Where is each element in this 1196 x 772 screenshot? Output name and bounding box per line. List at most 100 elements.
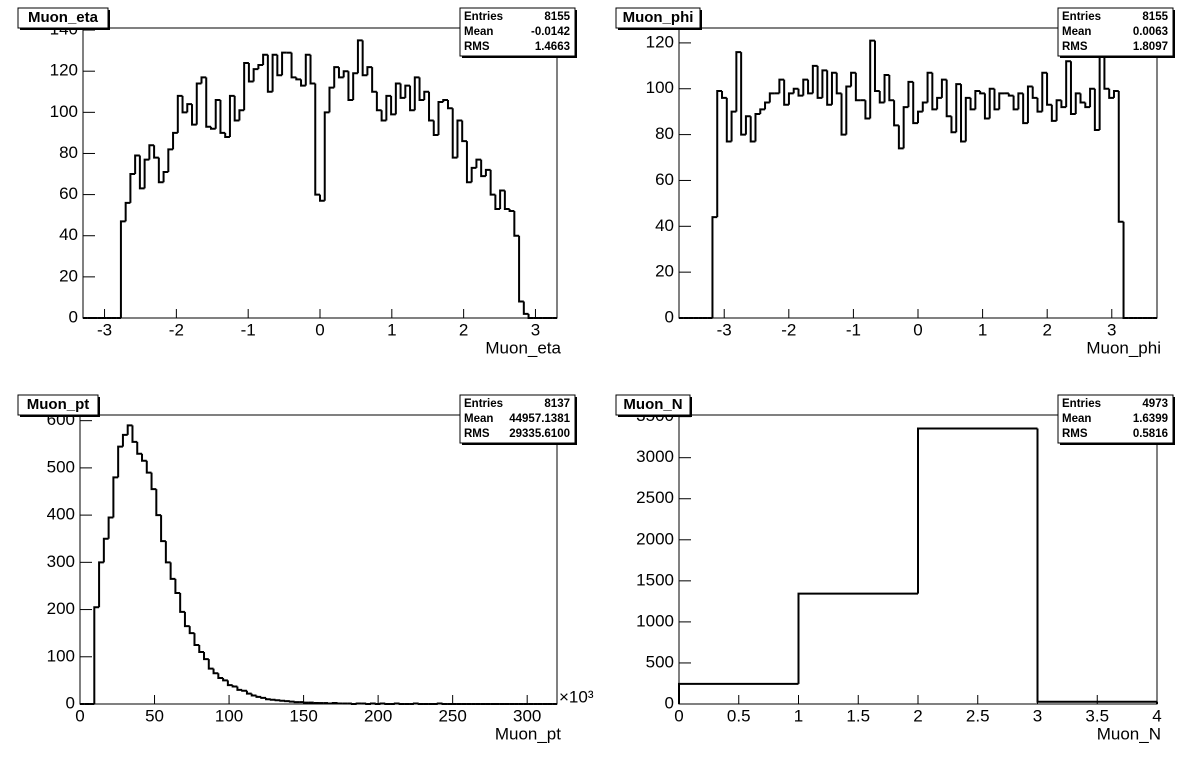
histogram-bin	[764, 101, 770, 110]
x-tick-label: 1	[794, 706, 803, 725]
histogram-bin	[209, 126, 216, 130]
histogram-bin	[873, 40, 880, 93]
histogram-bin	[375, 91, 382, 112]
histogram-bin	[186, 103, 193, 113]
x-tick-label: -3	[717, 320, 732, 339]
x-tick-label: 1	[978, 320, 987, 339]
x-tick-label: 150	[289, 706, 317, 725]
x-axis-title: Muon_eta	[485, 338, 561, 357]
histogram-bin	[744, 115, 751, 135]
histogram-bin	[1026, 85, 1033, 124]
x-tick-label: 0	[75, 706, 84, 725]
histogram-bin	[352, 72, 358, 100]
histogram-title: Muon_pt	[27, 396, 89, 413]
y-tick-label: 100	[47, 646, 75, 665]
histogram-bin	[451, 108, 458, 159]
x-tick-label: -1	[241, 320, 256, 339]
y-tick-label: 20	[655, 262, 674, 281]
y-tick-label: 1500	[636, 570, 674, 589]
x-tick-label: -2	[781, 320, 796, 339]
stats-value: 4973	[1142, 398, 1168, 410]
x-tick-label: 100	[215, 706, 243, 725]
histogram-bin	[1065, 60, 1071, 108]
x-axis-title: Muon_N	[1097, 724, 1161, 743]
histogram-bin	[974, 90, 981, 110]
x-tick-label: -2	[169, 320, 184, 339]
histogram-bin	[1074, 92, 1081, 114]
histogram-bin	[446, 99, 453, 110]
histogram-bin	[252, 68, 259, 82]
histogram-bin	[121, 433, 128, 447]
histogram-bin	[821, 69, 828, 98]
histogram-bin	[172, 131, 178, 150]
histogram-bin	[1031, 86, 1038, 99]
histogram-bin	[323, 111, 330, 201]
histogram-bin	[150, 472, 157, 491]
histogram-bin	[869, 39, 875, 119]
histogram-bin	[262, 53, 268, 66]
histogram-bin	[257, 64, 264, 70]
x-tick-label: -1	[846, 320, 861, 339]
histogram-bin	[328, 86, 335, 113]
title-box	[615, 394, 691, 416]
histogram-bin	[342, 70, 349, 78]
y-tick-label: 2500	[636, 488, 674, 507]
histogram-bin	[802, 78, 809, 96]
y-tick-label: 300	[47, 552, 75, 571]
histogram-bin	[193, 633, 200, 646]
histogram-bin	[107, 516, 114, 539]
histogram-bin	[854, 72, 861, 102]
y-tick-label: 200	[47, 599, 75, 618]
histogram-bin	[1046, 72, 1052, 106]
y-tick-label: 0	[69, 307, 78, 326]
stats-value: 1.8097	[1133, 41, 1168, 53]
histogram-bin	[138, 155, 145, 190]
stats-label: Mean	[1062, 26, 1091, 38]
stats-box	[459, 7, 576, 57]
stats-label: Mean	[464, 26, 493, 38]
plot-frame	[79, 414, 558, 705]
histogram-bin	[1012, 95, 1019, 111]
plot-frame	[678, 27, 1158, 319]
histogram-bin	[740, 52, 746, 136]
histogram-bin	[499, 189, 505, 209]
histogram-title: Muon_eta	[28, 9, 99, 26]
histogram-bin	[931, 72, 938, 111]
histogram-title: Muon_N	[623, 396, 682, 413]
histogram-bin	[940, 78, 947, 98]
histogram-bin	[1041, 71, 1048, 112]
histogram-bin	[835, 72, 842, 95]
y-tick-label: 80	[59, 143, 78, 162]
histogram-bin	[1112, 90, 1119, 98]
histogram-bin	[399, 83, 406, 99]
histogram-bin	[1089, 87, 1095, 108]
histogram-bin	[878, 91, 885, 104]
histogram-bin	[164, 541, 171, 564]
histogram-bin	[1117, 91, 1124, 223]
x-tick-label: 2.5	[966, 706, 990, 725]
x-tick-label: 50	[145, 706, 164, 725]
stats-box	[1057, 394, 1174, 444]
y-tick-label: 1000	[636, 611, 674, 630]
histogram-bin	[231, 685, 238, 688]
histogram-bin	[174, 578, 181, 595]
histogram-bin	[725, 97, 732, 143]
histogram-bin	[428, 91, 434, 122]
histogram-bin	[470, 166, 477, 183]
histogram-bin	[228, 94, 235, 138]
y-tick-label: 60	[59, 184, 78, 203]
histogram-bin	[711, 216, 718, 318]
stats-value: 8155	[1142, 11, 1168, 23]
histogram-bin	[993, 88, 1000, 111]
x-tick-label: 2	[1042, 320, 1051, 339]
histogram-bin	[960, 84, 966, 143]
stats-box	[459, 394, 576, 444]
stats-label: Entries	[464, 11, 503, 23]
x-tick-label: 0	[674, 706, 683, 725]
histogram-bin	[716, 90, 723, 218]
histogram-bin	[134, 154, 140, 175]
x-exponent: ×10³	[559, 687, 594, 706]
histogram-bin	[413, 76, 420, 111]
histogram-bin	[222, 678, 228, 682]
histogram-bin	[456, 119, 463, 158]
